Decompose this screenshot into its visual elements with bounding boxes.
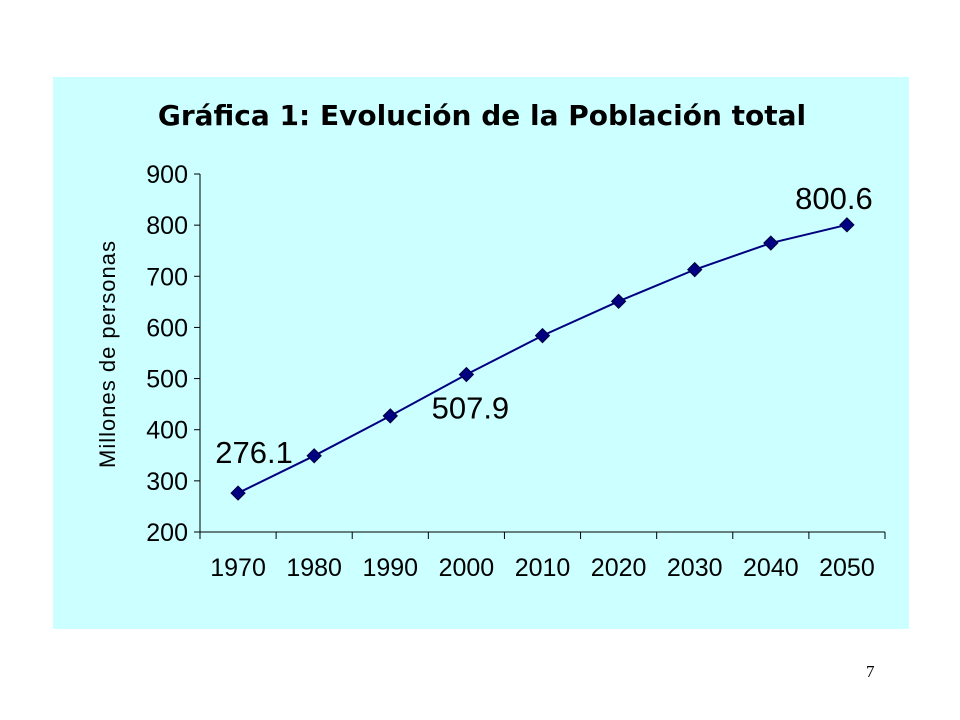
data-point-2030 — [687, 261, 703, 278]
data-point-2050 — [839, 217, 855, 233]
x-tick-label-2030: 2030 — [667, 554, 723, 582]
x-tick-label-2040: 2040 — [743, 554, 799, 582]
data-point-1990 — [382, 408, 398, 424]
y-tick-label-800: 800 — [146, 212, 188, 240]
y-tick-label-600: 600 — [146, 314, 188, 342]
data-point-1970 — [230, 485, 246, 501]
x-tick-label-2020: 2020 — [591, 554, 647, 582]
y-tick-label-700: 700 — [146, 263, 188, 291]
population-line-chart: Gráfica 1: Evolución de la Población tot… — [95, 99, 886, 582]
data-point-1980 — [306, 448, 322, 464]
data-point-2000 — [458, 366, 475, 383]
data-label-1970: 276.1 — [215, 435, 293, 470]
chart-panel: Gráfica 1: Evolución de la Población tot… — [53, 77, 909, 629]
data-point-2040 — [763, 235, 779, 251]
y-tick-label-200: 200 — [146, 519, 188, 547]
data-point-2020 — [610, 293, 627, 310]
y-tick-label-300: 300 — [146, 468, 188, 496]
y-tick-label-500: 500 — [146, 366, 188, 394]
x-tick-label-1970: 1970 — [210, 554, 266, 582]
x-tick-label-1980: 1980 — [286, 554, 342, 582]
series-line-population — [237, 223, 848, 494]
chart-title: Gráfica 1: Evolución de la Población tot… — [158, 99, 806, 132]
y-axis-title: Millones de personas — [95, 240, 120, 468]
data-label-2000: 507.9 — [432, 391, 510, 426]
x-tick-label-1990: 1990 — [362, 554, 418, 582]
x-tick-label-2050: 2050 — [819, 554, 875, 582]
page-number: 7 — [866, 662, 875, 681]
data-label-2050: 800.6 — [795, 181, 873, 216]
plot-area: 200 300 400 500 600 700 800 900 1970 1980 1990 2000… — [146, 161, 886, 582]
data-point-2010 — [534, 327, 551, 344]
y-tick-label-400: 400 — [146, 417, 188, 445]
y-tick-label-900: 900 — [146, 161, 188, 189]
x-tick-label-2010: 2010 — [515, 554, 571, 582]
x-tick-label-2000: 2000 — [439, 554, 495, 582]
